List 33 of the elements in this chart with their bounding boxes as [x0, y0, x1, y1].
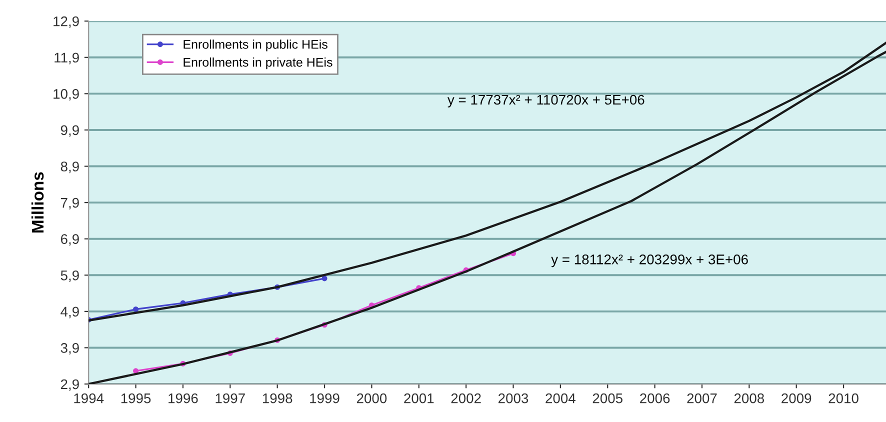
x-tick-label: 1997 [216, 393, 245, 404]
y-tick-label: 12,9 [54, 16, 79, 28]
x-tick-label: 1994 [74, 393, 104, 404]
y-tick-label: 10,9 [54, 89, 79, 100]
x-tick-label: 2010 [828, 393, 858, 404]
x-tick-label: 2008 [734, 393, 764, 404]
x-tick-label: 1998 [262, 393, 292, 404]
y-tick-label: 6,9 [60, 234, 79, 246]
legend-label: Enrollments in private HEis [184, 58, 332, 70]
x-tick-label: 2002 [451, 393, 481, 404]
x-tick-label: 2000 [356, 393, 387, 404]
y-tick-label: 11,9 [54, 52, 79, 64]
legend-label: Enrollments in public HEis [184, 40, 328, 52]
y-tick-label: 9,9 [60, 125, 79, 137]
x-tick-label: 1996 [168, 393, 198, 404]
x-tick-label: 2001 [404, 393, 434, 404]
x-tick-label: 1995 [121, 393, 151, 404]
x-tick-label: 2003 [498, 393, 528, 404]
y-tick-label: 3,9 [60, 343, 79, 355]
x-tick-label: 2007 [687, 393, 717, 404]
x-tick-label: 2005 [592, 393, 622, 404]
x-tick-label: 2004 [546, 393, 576, 404]
annotation: y = 17737x² + 110720x + 5E+06 [447, 94, 644, 108]
x-tick-label: 2009 [782, 393, 812, 404]
y-tick-label: 8,9 [60, 162, 79, 174]
x-tick-label: 1999 [310, 393, 340, 404]
y-tick-label: 7,9 [60, 198, 79, 210]
y-tick-label: 5,9 [60, 270, 79, 282]
y-tick-label: 2,9 [60, 379, 79, 391]
x-tick-label: 2006 [640, 393, 670, 404]
y-axis-title: Millions [31, 172, 44, 232]
annotation: y = 18112x² + 203299x + 3E+06 [551, 254, 748, 268]
y-tick-label: 4,9 [60, 306, 79, 318]
